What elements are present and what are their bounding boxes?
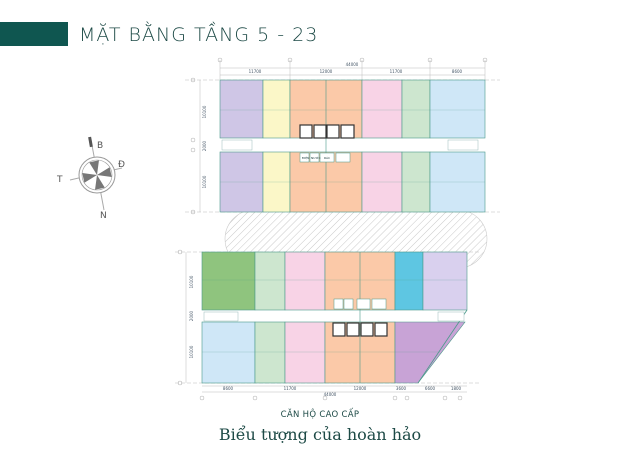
unit[interactable] <box>429 79 486 139</box>
unit[interactable] <box>254 321 286 384</box>
unit[interactable] <box>219 79 264 139</box>
tagline: Biểu tượng của hoàn hảo <box>218 425 422 444</box>
stair-right <box>447 139 479 151</box>
unit[interactable] <box>284 251 326 311</box>
dim-bottom-5: 6600 <box>425 386 436 391</box>
unit[interactable] <box>401 79 431 139</box>
upper-technical-rooms <box>299 152 351 163</box>
dim-side-5: 2000 <box>189 310 194 321</box>
dim-top-3: 11700 <box>390 69 403 74</box>
unit[interactable] <box>219 151 264 213</box>
title-accent-bar <box>0 22 68 46</box>
room-water: NƯỚC <box>311 155 321 160</box>
compass-east-label: Đ <box>118 160 125 170</box>
unit[interactable] <box>394 321 466 384</box>
unit[interactable] <box>361 151 403 213</box>
dim-bottom-6: 1800 <box>451 386 462 391</box>
dim-side-6: 10100 <box>189 345 194 358</box>
dim-side-1: 10100 <box>202 105 207 118</box>
unit[interactable] <box>262 79 291 139</box>
upper-elevators <box>299 124 355 139</box>
unit[interactable] <box>201 321 256 384</box>
unit[interactable] <box>394 251 424 311</box>
lower-technical-rooms <box>333 298 387 310</box>
compass-icon: B Đ T N <box>56 136 125 221</box>
compass-west-label: T <box>56 175 63 185</box>
dim-side-2: 2000 <box>202 140 207 151</box>
dim-top-1: 11700 <box>249 69 262 74</box>
unit[interactable] <box>422 251 468 311</box>
unit[interactable] <box>284 321 326 384</box>
lower-block <box>201 251 468 384</box>
dim-side-3: 10100 <box>202 175 207 188</box>
unit[interactable] <box>254 251 286 311</box>
dim-bottom-3: 12000 <box>354 386 367 391</box>
dim-top-4: 8600 <box>452 69 463 74</box>
room-electric: ĐIỆN <box>302 155 309 160</box>
upper-block <box>219 79 486 213</box>
unit[interactable] <box>401 151 431 213</box>
stair-lower-right <box>437 311 465 322</box>
subtitle: CĂN HỘ CAO CẤP <box>280 410 360 420</box>
unit[interactable] <box>201 251 256 311</box>
page-title: MẶT BẰNG TẦNG 5 - 23 <box>79 24 319 46</box>
dim-top-2: 12000 <box>320 69 333 74</box>
compass-north-label: B <box>97 141 103 151</box>
dim-top-total: 44000 <box>346 62 359 67</box>
unit[interactable] <box>262 151 291 213</box>
grid-markers <box>177 57 488 401</box>
dim-bottom-total: 44000 <box>324 392 337 397</box>
dim-bottom-4: 3600 <box>396 386 407 391</box>
dim-bottom-1: 8600 <box>223 386 234 391</box>
dim-side-4: 10100 <box>189 275 194 288</box>
unit[interactable] <box>361 79 403 139</box>
unit[interactable] <box>429 151 486 213</box>
dim-bottom-2: 11700 <box>284 386 297 391</box>
compass-south-label: N <box>100 211 107 221</box>
lower-elevators <box>332 322 388 337</box>
room-trash: RÁC <box>324 155 330 160</box>
stair-lower-left <box>203 311 239 322</box>
stair-left <box>221 139 253 151</box>
